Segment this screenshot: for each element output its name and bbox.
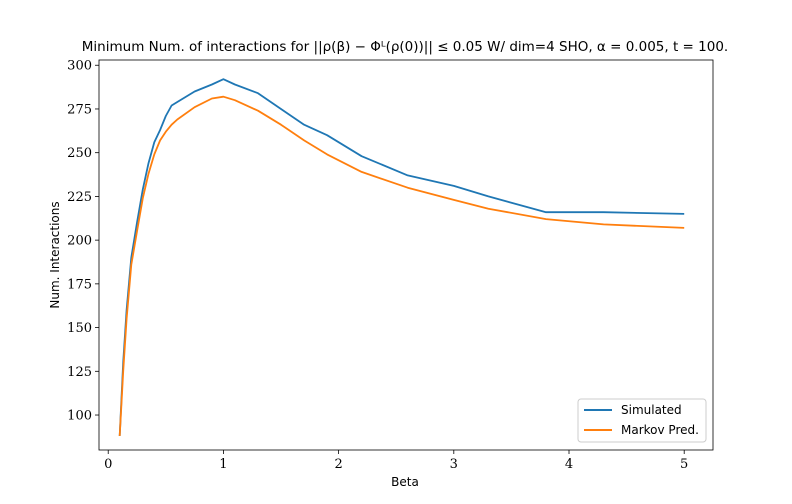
y-tick-label: 250 <box>67 146 92 161</box>
x-axis-ticks: 0 1 2 3 4 5 <box>104 450 688 472</box>
x-tick-label: 1 <box>219 457 227 472</box>
series-lines <box>118 78 685 437</box>
x-tick-label: 4 <box>565 457 573 472</box>
x-tick-label: 2 <box>334 457 342 472</box>
plot-frame <box>98 59 714 451</box>
series-line-simulated <box>118 78 685 437</box>
plot-area <box>99 60 713 450</box>
y-tick-label: 100 <box>67 409 92 424</box>
x-tick-label: 3 <box>450 457 458 472</box>
x-tick-label: 5 <box>680 457 688 472</box>
y-axis-label: Num. Interactions <box>48 201 62 308</box>
y-tick-label: 275 <box>67 102 92 117</box>
legend-label-simulated: Simulated <box>621 403 682 417</box>
y-tick-label: 125 <box>67 365 92 380</box>
legend: Simulated Markov Pred. <box>577 398 707 443</box>
legend-label-markov-pred: Markov Pred. <box>621 423 699 437</box>
y-tick-label: 150 <box>67 321 92 336</box>
series-line-markov-pred <box>118 95 685 437</box>
x-axis-label: Beta <box>391 475 419 489</box>
chart-title: Minimum Num. of interactions for ||ρ(β) … <box>82 39 728 55</box>
y-axis-ticks: 100 125 150 175 200 225 250 275 300 <box>67 59 99 424</box>
y-tick-label: 300 <box>67 59 92 74</box>
x-tick-label: 0 <box>104 457 112 472</box>
y-tick-label: 200 <box>67 234 92 249</box>
y-tick-label: 225 <box>67 190 92 205</box>
y-tick-label: 175 <box>67 277 92 292</box>
